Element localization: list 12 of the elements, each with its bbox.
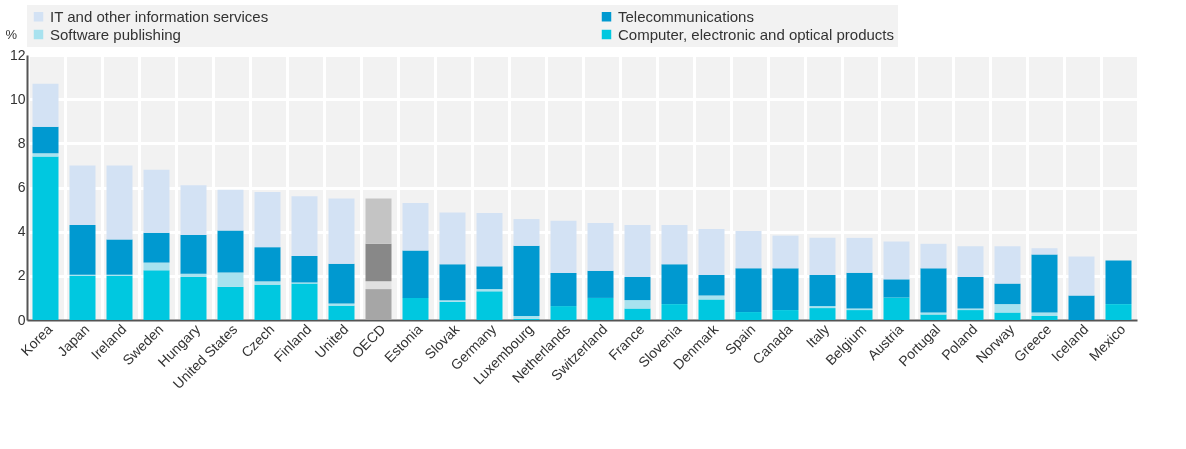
y-tick-label: 6 <box>17 179 26 195</box>
legend-label: Software publishing <box>50 25 181 43</box>
legend-label: Telecommunications <box>618 7 754 25</box>
y-tick-label: 8 <box>17 134 26 151</box>
y-tick-label: 2 <box>17 267 26 284</box>
y-tick-label: 4 <box>17 223 26 240</box>
y-tick-label: 0 <box>17 311 26 328</box>
y-tick-label: 12 <box>9 46 26 63</box>
legend-label: Computer, electronic and optical products <box>618 25 894 43</box>
legend-label: IT and other information services <box>50 7 269 25</box>
y-axis-title: % <box>5 26 18 42</box>
y-tick-label: 10 <box>9 90 26 107</box>
